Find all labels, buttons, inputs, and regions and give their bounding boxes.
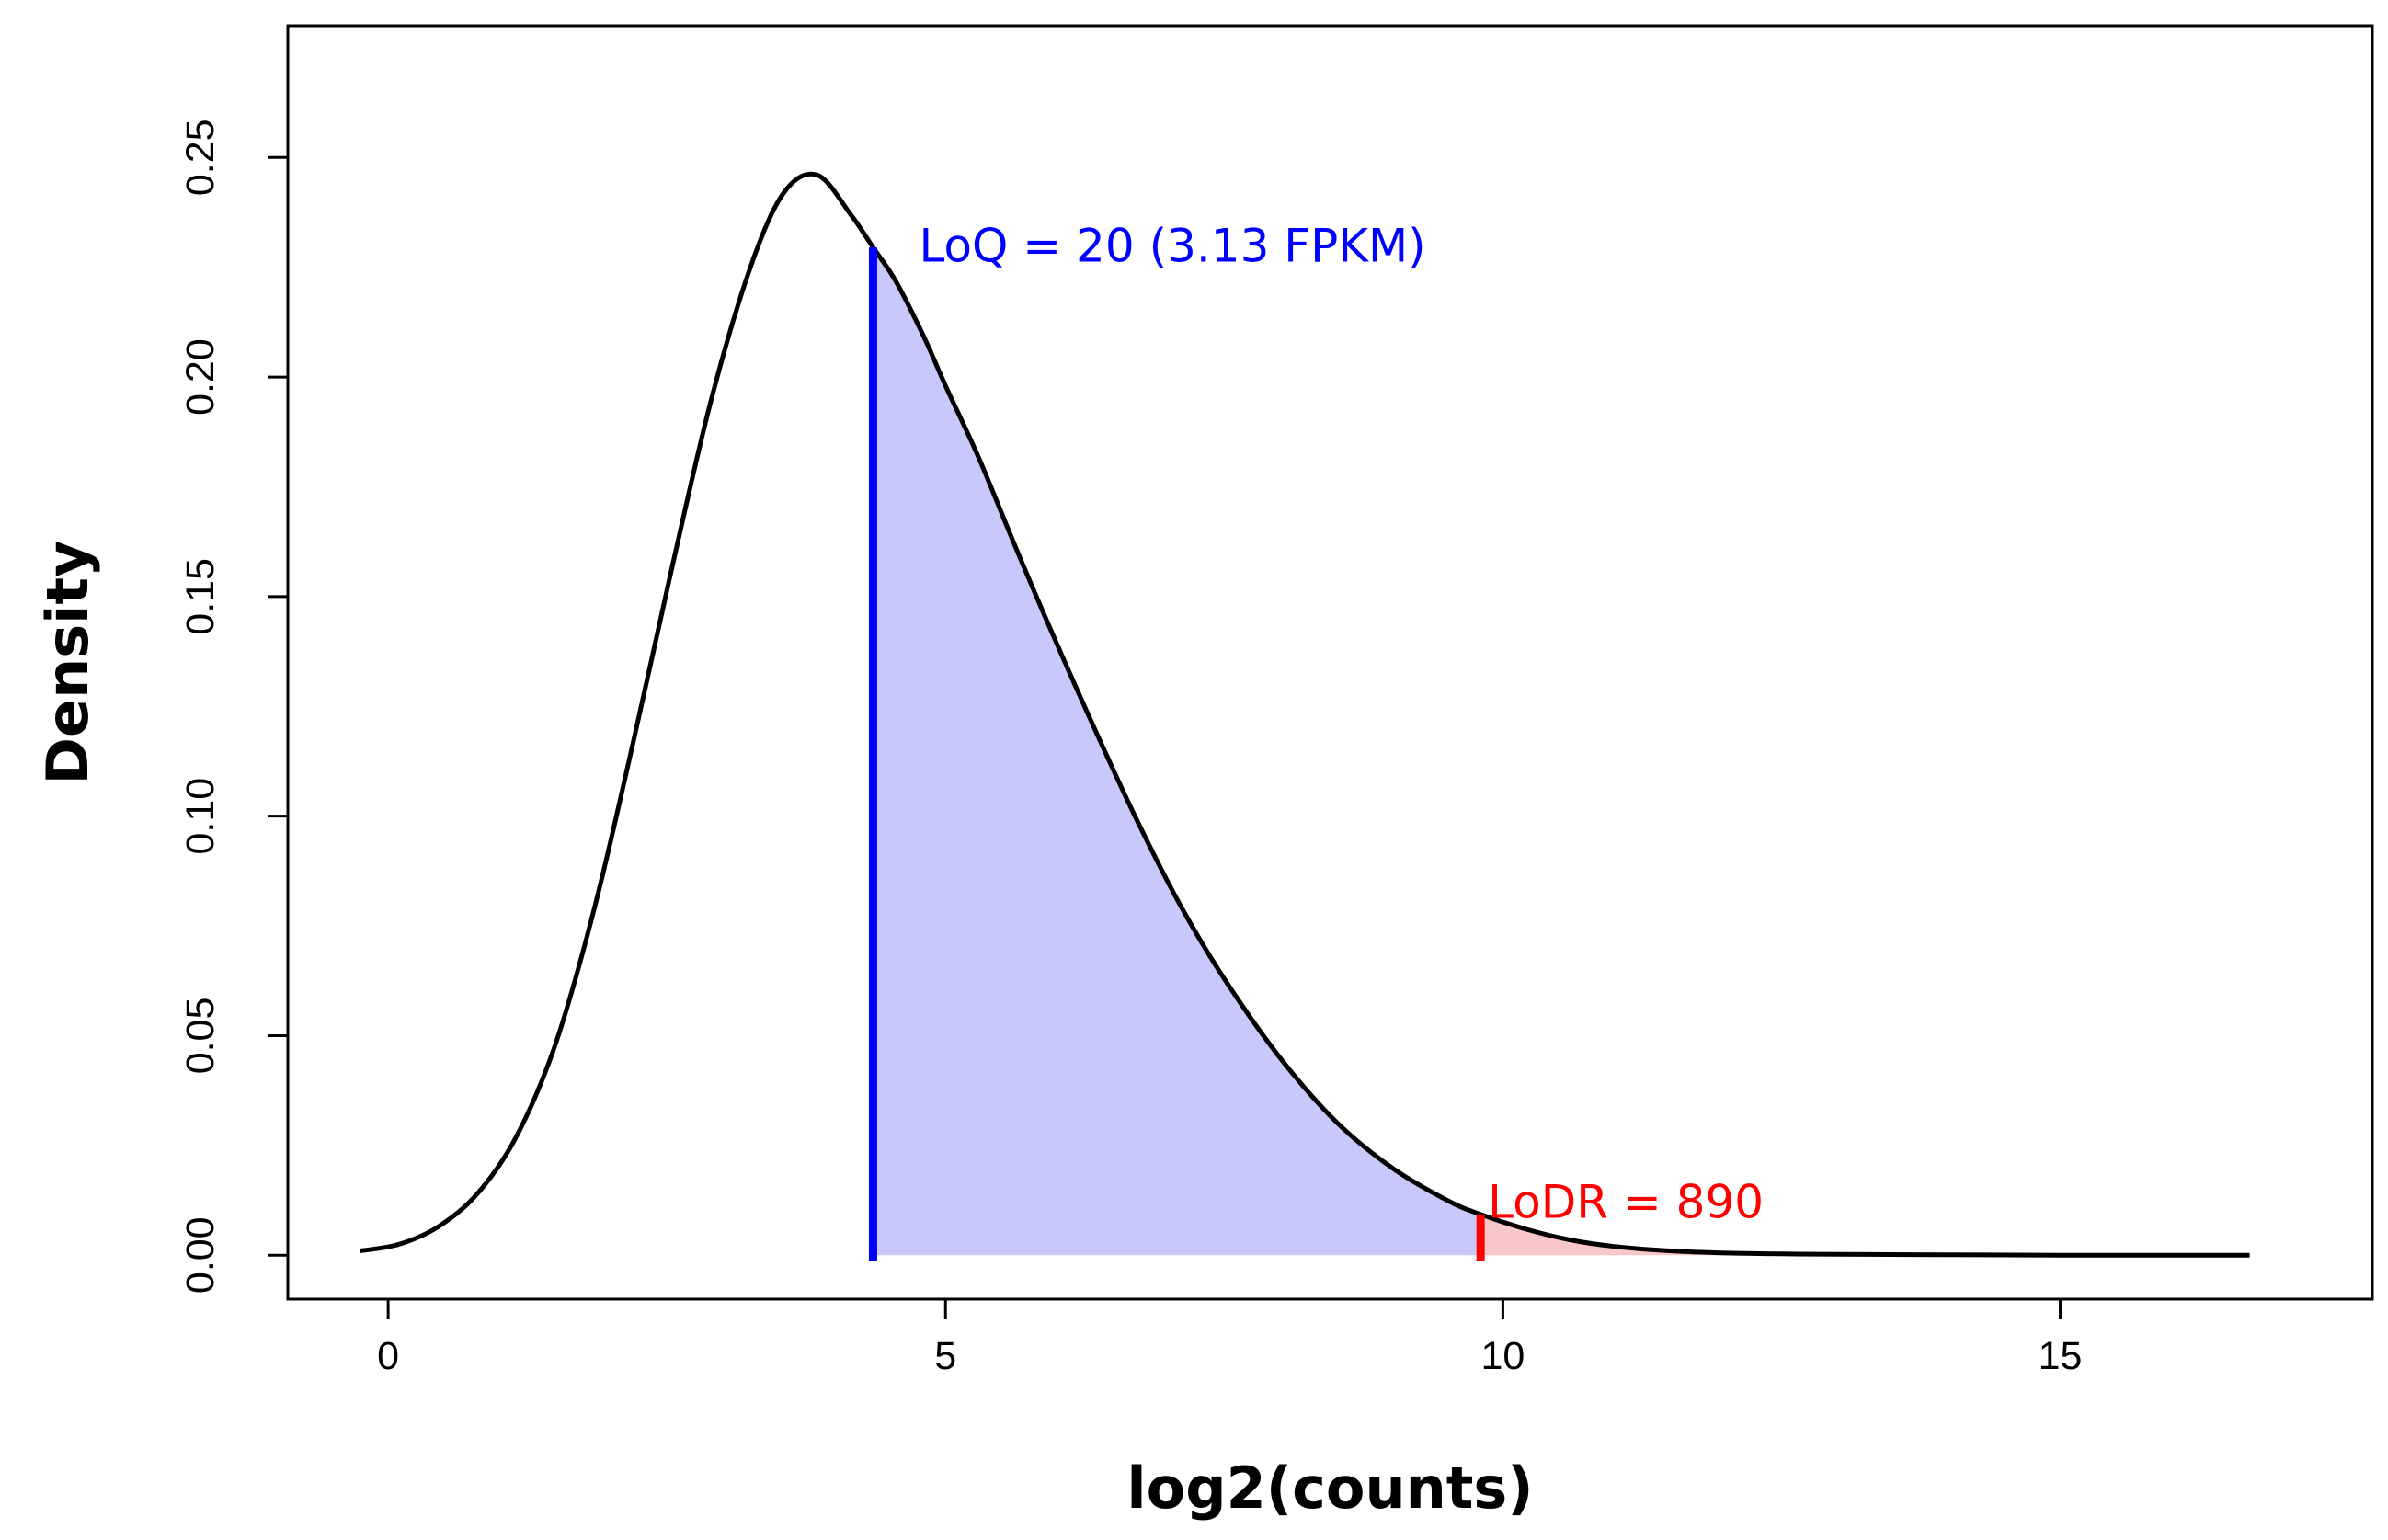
shaded-region-1 [873, 247, 1481, 1256]
plot-frame [286, 24, 2374, 1301]
x-axis: 0 5 10 15 [377, 1299, 2082, 1378]
y-tick-label: 0.10 [178, 778, 223, 855]
x-tick-label: 10 [1480, 1334, 1525, 1378]
shaded-areas [873, 247, 2250, 1256]
y-tick-label: 0.15 [178, 558, 223, 635]
x-tick-label: 15 [2039, 1334, 2083, 1378]
x-tick-label: 5 [934, 1334, 956, 1378]
lodr-annotation: LoDR = 890 [1488, 1176, 1764, 1229]
marker-layer [868, 247, 1485, 1261]
shaded-region-2 [1480, 1214, 2250, 1256]
y-tick-label: 0.25 [178, 119, 223, 196]
y-axis-title: Density [34, 541, 101, 785]
y-tick-label: 0.20 [178, 338, 223, 416]
y-tick-label: 0.05 [178, 998, 223, 1075]
loq-annotation: LoQ = 20 (3.13 FPKM) [919, 219, 1425, 272]
x-tick-label: 0 [377, 1334, 399, 1378]
curve-layer [360, 171, 2250, 1258]
density-curve [360, 171, 2250, 1258]
y-tick-label: 0.00 [178, 1216, 223, 1294]
x-axis-title: log2(counts) [1126, 1454, 1533, 1522]
y-axis: 0.00 0.05 0.10 0.15 0.20 0.25 [178, 119, 288, 1294]
